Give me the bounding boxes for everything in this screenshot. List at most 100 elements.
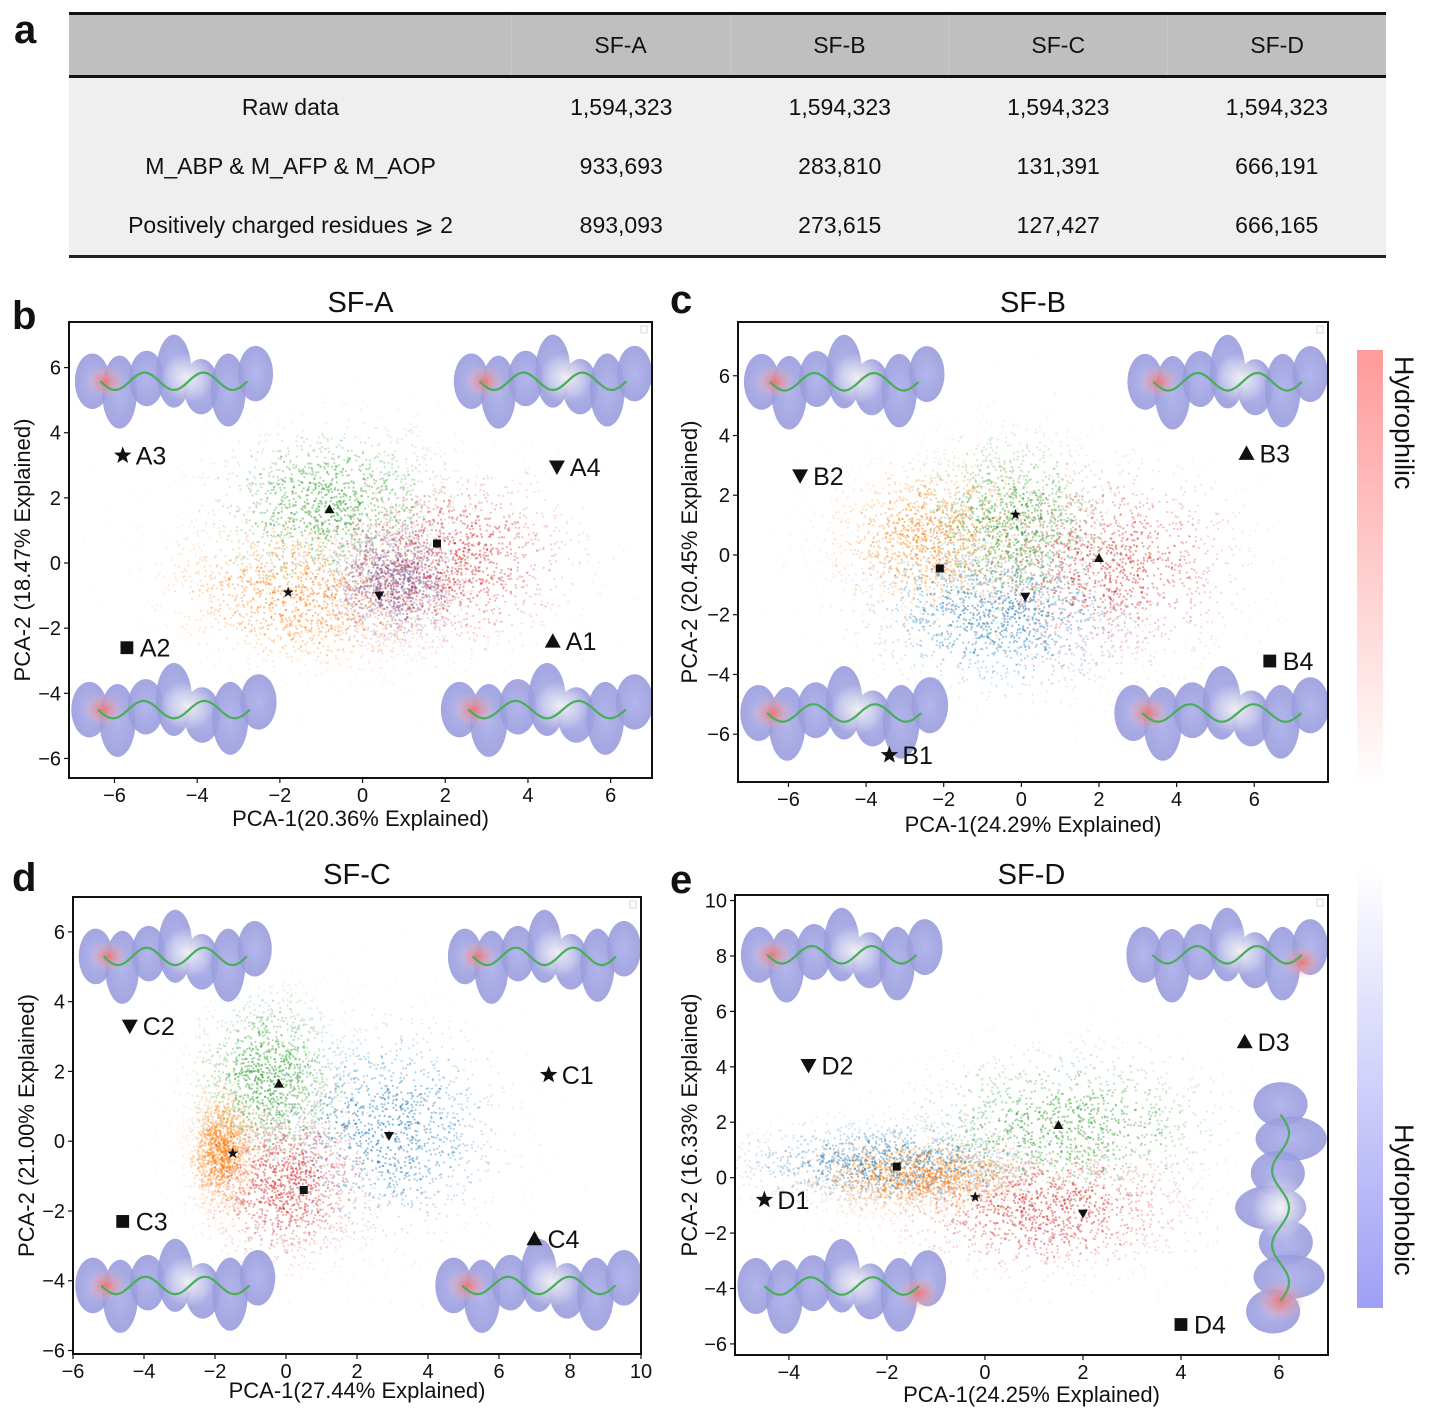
data-point — [426, 617, 430, 620]
table-cell: 666,191 — [1168, 137, 1387, 196]
data-point — [392, 525, 395, 529]
data-point — [327, 587, 330, 590]
data-point — [358, 504, 361, 507]
data-point — [260, 451, 263, 454]
data-point — [307, 567, 310, 570]
data-point — [244, 642, 247, 645]
data-point — [205, 559, 208, 563]
data-point — [259, 592, 262, 596]
data-point — [303, 521, 306, 525]
data-point — [182, 575, 185, 578]
data-point — [456, 516, 459, 519]
data-point — [397, 527, 401, 531]
data-point — [458, 618, 462, 621]
data-point — [391, 466, 394, 469]
data-point — [378, 633, 382, 636]
data-point — [283, 563, 286, 566]
data-point — [356, 565, 359, 569]
data-point — [391, 593, 394, 596]
data-point — [279, 502, 282, 505]
data-point — [364, 559, 368, 562]
data-point — [483, 556, 486, 560]
data-point — [334, 617, 337, 620]
data-point — [384, 554, 387, 557]
data-point — [375, 498, 378, 501]
data-point — [304, 511, 307, 514]
data-point — [138, 526, 141, 529]
data-point — [362, 563, 365, 566]
data-point — [275, 450, 279, 453]
data-point — [385, 540, 388, 544]
data-point — [302, 470, 305, 473]
data-point — [345, 585, 348, 588]
data-point — [179, 486, 183, 489]
data-point — [491, 533, 494, 536]
data-point — [260, 486, 263, 489]
data-point — [368, 591, 371, 594]
data-point — [302, 551, 305, 554]
data-point — [318, 641, 321, 645]
data-point — [392, 454, 395, 457]
data-point — [439, 548, 442, 551]
data-point — [375, 520, 378, 523]
data-point — [263, 529, 266, 532]
data-point — [296, 659, 299, 662]
data-point — [259, 605, 262, 608]
data-point — [214, 554, 217, 558]
data-point — [374, 427, 377, 430]
data-point — [216, 540, 219, 543]
data-point — [268, 434, 271, 437]
data-point — [429, 619, 432, 622]
data-point — [294, 567, 297, 570]
data-point — [309, 532, 312, 535]
data-point — [364, 605, 367, 608]
data-point — [295, 518, 298, 521]
data-point — [333, 468, 336, 471]
data-point — [326, 589, 329, 592]
data-point — [345, 632, 348, 635]
data-point — [348, 579, 351, 582]
data-point — [376, 557, 379, 560]
data-point — [297, 577, 300, 581]
data-point — [389, 561, 392, 565]
data-point — [217, 648, 220, 651]
data-point — [367, 642, 370, 645]
data-point — [372, 583, 375, 586]
data-point — [485, 474, 488, 477]
data-point — [317, 537, 320, 540]
data-point — [278, 553, 281, 556]
data-point — [354, 531, 357, 534]
data-point — [335, 560, 339, 563]
data-point — [327, 629, 330, 632]
data-point — [270, 623, 273, 626]
data-point — [298, 672, 301, 675]
data-point — [432, 490, 435, 493]
data-point — [282, 550, 285, 553]
data-point — [264, 597, 267, 601]
data-point — [337, 500, 340, 503]
data-point — [186, 631, 190, 634]
data-point — [489, 589, 492, 592]
data-point — [138, 629, 141, 632]
data-point — [324, 494, 327, 497]
data-point — [415, 577, 418, 580]
data-point — [260, 566, 263, 569]
data-point — [467, 519, 470, 522]
data-point — [236, 621, 239, 624]
data-point — [195, 554, 198, 557]
data-point — [396, 561, 400, 564]
data-point — [353, 509, 356, 512]
data-point — [384, 485, 387, 488]
data-point — [272, 590, 275, 593]
data-point — [391, 591, 394, 594]
data-point — [265, 551, 268, 555]
data-point — [319, 442, 322, 445]
data-point — [306, 572, 309, 575]
data-point — [439, 474, 442, 478]
data-point — [395, 554, 398, 557]
data-point — [322, 548, 325, 551]
data-point — [364, 618, 367, 621]
data-point — [405, 491, 408, 494]
data-point — [397, 606, 400, 609]
data-point — [257, 569, 260, 573]
